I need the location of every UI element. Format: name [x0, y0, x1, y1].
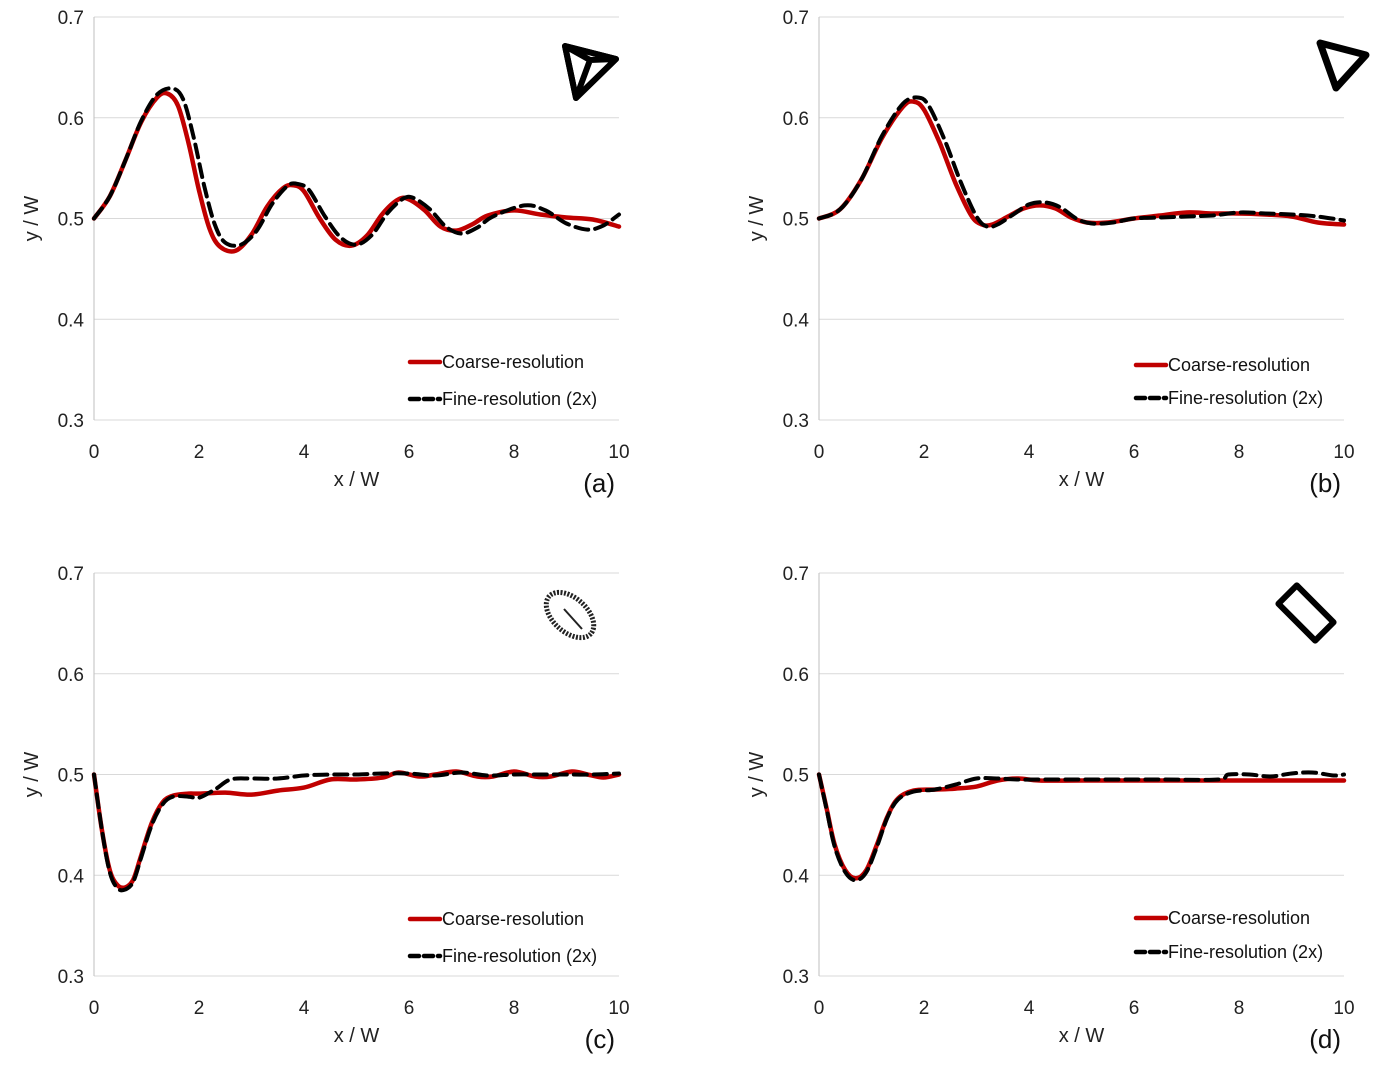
x-tick-label: 2 [194, 442, 205, 463]
panel-label: (a) [583, 468, 615, 498]
y-tick-label: 0.3 [783, 967, 809, 988]
y-tick-label: 0.5 [58, 766, 84, 787]
legend-label-fine: Fine-resolution (2x) [442, 946, 597, 966]
series-line-coarse [816, 772, 1347, 881]
x-tick-label: 2 [194, 998, 205, 1019]
y-tick-label: 0.4 [783, 310, 810, 331]
rectangle-icon [1275, 582, 1337, 644]
x-tick-label: 6 [404, 998, 415, 1019]
y-tick-label: 0.3 [58, 411, 84, 432]
x-tick-label: 10 [608, 442, 629, 463]
chart-panel-d: 0.3 0.4 0.5 0.6 0.7 0 2 4 6 8 10 x / W y / W Coarse-r… [746, 564, 1355, 1054]
x-tick-label: 4 [299, 998, 310, 1019]
y-tick-label: 0.6 [58, 665, 84, 686]
y-tick-label: 0.4 [58, 310, 85, 331]
x-axis-label: x / W [1059, 1025, 1105, 1047]
legend-label-fine: Fine-resolution (2x) [442, 389, 597, 409]
ellipse-icon [543, 589, 597, 641]
y-tick-label: 0.6 [783, 665, 809, 686]
chart-panel-b: 0.3 0.4 0.5 0.6 0.7 0 2 4 6 8 10 x / W y / W Coarse-r… [746, 8, 1370, 498]
y-tick-label: 0.5 [783, 210, 809, 231]
x-tick-label: 2 [919, 442, 930, 463]
x-tick-label: 6 [1129, 442, 1140, 463]
legend-label-fine: Fine-resolution (2x) [1168, 388, 1323, 408]
x-tick-label: 4 [1024, 442, 1035, 463]
series-line-fine [817, 95, 1346, 230]
y-tick-label: 0.7 [58, 8, 84, 29]
panel-label: (d) [1309, 1024, 1341, 1054]
y-tick-label: 0.6 [783, 109, 809, 130]
triangle-icon [1316, 39, 1370, 92]
series-line-fine [817, 770, 1346, 883]
y-tick-label: 0.7 [58, 564, 84, 585]
x-tick-label: 0 [814, 442, 825, 463]
x-tick-label: 10 [1333, 998, 1354, 1019]
x-tick-label: 8 [1234, 998, 1245, 1019]
y-tick-label: 0.4 [783, 866, 810, 887]
panel-label: (b) [1309, 468, 1341, 498]
y-axis-label: y / W [21, 196, 43, 242]
x-tick-label: 0 [814, 998, 825, 1019]
arrowhead-triangle-icon [562, 43, 619, 101]
legend-label-coarse: Coarse-resolution [1168, 355, 1310, 375]
x-tick-label: 4 [1024, 998, 1035, 1019]
x-axis-label: x / W [1059, 469, 1105, 491]
x-tick-label: 10 [608, 998, 629, 1019]
x-axis-label: x / W [334, 469, 380, 491]
legend-label-coarse: Coarse-resolution [1168, 908, 1310, 928]
legend-label-coarse: Coarse-resolution [442, 909, 584, 929]
x-tick-label: 0 [89, 998, 100, 1019]
y-tick-label: 0.5 [783, 766, 809, 787]
y-axis-label: y / W [21, 752, 43, 798]
x-tick-label: 4 [299, 442, 310, 463]
x-tick-label: 6 [404, 442, 415, 463]
x-tick-label: 6 [1129, 998, 1140, 1019]
series-line-coarse [91, 90, 622, 254]
series-line-coarse [91, 769, 622, 891]
x-tick-label: 8 [509, 442, 520, 463]
series-line-fine [92, 770, 621, 893]
chart-panel-c: 0.3 0.4 0.5 0.6 0.7 0 2 4 6 8 10 x / W y / W Coarse-r… [21, 564, 630, 1054]
legend-label-coarse: Coarse-resolution [442, 352, 584, 372]
series-line-fine [92, 86, 621, 248]
legend-label-fine: Fine-resolution (2x) [1168, 942, 1323, 962]
y-tick-label: 0.7 [783, 564, 809, 585]
y-tick-label: 0.3 [783, 411, 809, 432]
series-line-coarse [816, 99, 1347, 228]
y-axis-label: y / W [746, 196, 768, 242]
x-tick-label: 0 [89, 442, 100, 463]
y-tick-label: 0.4 [58, 866, 85, 887]
y-tick-label: 0.7 [783, 8, 809, 29]
y-axis-label: y / W [746, 752, 768, 798]
x-tick-label: 10 [1333, 442, 1354, 463]
x-tick-label: 8 [1234, 442, 1245, 463]
y-tick-label: 0.6 [58, 109, 84, 130]
chart-panel-a: 0.3 0.4 0.5 0.6 0.7 0 2 4 6 8 10 x / W y / W Coarse-r… [21, 8, 630, 498]
x-tick-label: 8 [509, 998, 520, 1019]
panel-label: (c) [585, 1024, 615, 1054]
x-tick-label: 2 [919, 998, 930, 1019]
y-tick-label: 0.5 [58, 210, 84, 231]
y-tick-label: 0.3 [58, 967, 84, 988]
x-axis-label: x / W [334, 1025, 380, 1047]
